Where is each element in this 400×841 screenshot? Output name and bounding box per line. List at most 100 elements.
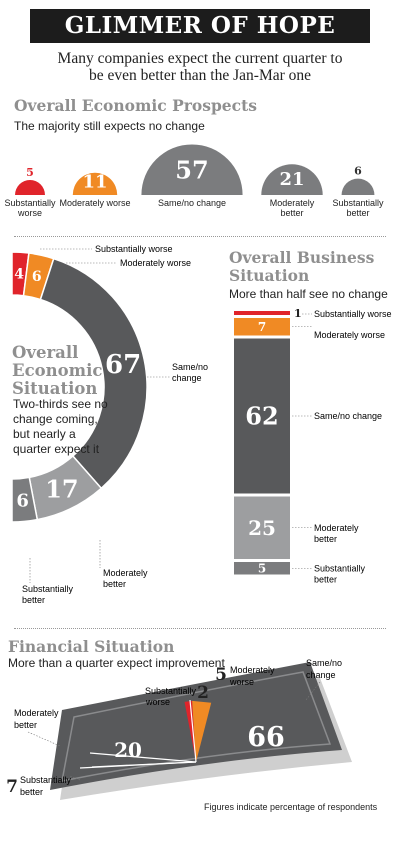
financial-value-substantially-worse: 2 — [197, 683, 209, 703]
business-bar-same-no-change — [234, 338, 290, 494]
economic-situation-note-line-2: change coming, — [13, 412, 98, 426]
donut-segment-substantially-better — [11, 476, 39, 523]
subtitle-line-2: be even better than the Jan-Mar one — [88, 67, 312, 84]
economic-situation-note: Two-thirds see no change coming, but nea… — [13, 397, 108, 457]
financial-situation-subtitle: More than a quarter expect improvement — [8, 656, 225, 670]
financial-situation-title: Financial Situation — [8, 637, 175, 656]
prospects-value-same-no-change: 57 — [175, 155, 208, 184]
prospects-label-moderately-worse: Moderately worse — [59, 198, 130, 208]
donut-label-moderately-better: better — [103, 579, 126, 589]
business-situation-title-line-2: Situation — [229, 266, 310, 285]
financial-label-same-no-change: Same/no — [306, 658, 342, 668]
financial-label-substantially-worse: Substantially — [145, 686, 197, 696]
business-bar-moderately-worse — [234, 318, 290, 336]
prospects-dome-substantially-better — [341, 178, 375, 195]
financial-label-same-no-change: change — [306, 670, 336, 680]
financial-situation-chart: 6620257SubstantiallyworseModeratelyworse… — [6, 658, 352, 800]
prospects-label-substantially-worse: worse — [17, 208, 42, 218]
prospects-dome-same-no-change — [141, 144, 243, 195]
divider-2 — [14, 628, 386, 629]
donut-value-moderately-worse: 6 — [32, 269, 42, 285]
business-bar-substantially-better — [234, 562, 290, 575]
business-value-substantially-worse: 1 — [294, 307, 302, 320]
divider-1 — [14, 236, 386, 237]
business-label-substantially-better: Substantially — [314, 563, 366, 573]
business-situation-subtitle: More than half see no change — [229, 287, 388, 301]
donut-label-substantially-better: Substantially — [22, 584, 74, 594]
business-value-moderately-worse: 7 — [258, 320, 266, 334]
donut-label-substantially-worse: Substantially worse — [95, 244, 173, 254]
prospects-value-substantially-worse: 5 — [26, 166, 34, 179]
financial-label-moderately-worse: Moderately — [230, 665, 275, 675]
prospects-label-moderately-better: better — [280, 208, 303, 218]
prospects-label-substantially-better: Substantially — [332, 198, 384, 208]
subtitle-line-1: Many companies expect the current quarte… — [57, 50, 343, 67]
business-value-moderately-better: 25 — [248, 516, 276, 540]
business-label-substantially-better: better — [314, 574, 337, 584]
prospects-dome-moderately-better — [261, 164, 323, 195]
economic-situation-title-line-3: Situation — [12, 379, 98, 398]
business-situation-title: Overall Business Situation — [229, 249, 374, 285]
economic-situation-title-line-1: Overall — [12, 343, 79, 362]
business-situation-title-line-1: Overall Business — [229, 248, 375, 267]
donut-segment-same-no-change — [39, 257, 148, 490]
financial-label-moderately-worse: worse — [229, 677, 254, 687]
economic-situation-note-line-3: but nearly a — [13, 427, 76, 441]
donut-value-substantially-worse: 4 — [14, 267, 24, 283]
prospects-label-same-no-change: Same/no change — [158, 198, 226, 208]
business-label-moderately-better: Moderately — [314, 523, 359, 533]
financial-value-same-no-change: 66 — [247, 722, 285, 753]
economic-situation-title-line-2: Economic — [12, 361, 103, 380]
financial-value-substantially-better: 7 — [6, 777, 18, 797]
financial-label-substantially-better: Substantially — [20, 775, 72, 785]
economic-situation-title: Overall Economic Situation — [12, 344, 102, 398]
infographic-subtitle: Many companies expect the current quarte… — [10, 50, 390, 84]
prospects-dome-moderately-worse — [72, 172, 118, 195]
prospects-title: Overall Economic Prospects — [14, 96, 257, 115]
financial-wedge-moderately-worse — [192, 700, 212, 762]
donut-value-substantially-better: 6 — [16, 490, 29, 511]
callout-leader — [305, 681, 321, 701]
donut-value-same-no-change: 67 — [105, 350, 141, 380]
business-bar-moderately-better — [234, 496, 290, 559]
prospects-value-substantially-better: 6 — [354, 165, 362, 178]
financial-wedge-substantially-worse — [184, 700, 196, 762]
financial-label-substantially-worse: worse — [145, 697, 170, 707]
donut-label-same-no-change: Same/no — [172, 362, 208, 372]
donut-label-moderately-worse: Moderately worse — [120, 258, 191, 268]
business-value-same-no-change: 62 — [245, 401, 278, 430]
business-label-moderately-worse: Moderately worse — [314, 330, 385, 340]
financial-label-substantially-better: better — [20, 787, 43, 797]
economic-situation-note-line-4: quarter expect it — [13, 442, 100, 456]
prospects-value-moderately-better: 21 — [279, 169, 304, 190]
business-situation-chart: 1 Substantially worse 7 Moderately worse 62 S… — [234, 307, 392, 584]
prospects-label-substantially-worse: Substantially — [4, 198, 56, 208]
banknote-border — [61, 671, 332, 782]
donut-value-moderately-better: 17 — [45, 474, 78, 503]
business-label-same-no-change: Same/no change — [314, 411, 382, 421]
donut-label-substantially-better: better — [22, 595, 45, 605]
footnote: Figures indicate percentage of responden… — [204, 802, 378, 812]
financial-value-moderately-better: 20 — [114, 738, 142, 762]
infographic-title: GLIMMER OF HOPE — [30, 9, 370, 43]
business-label-moderately-better: better — [314, 534, 337, 544]
prospects-value-moderately-worse: 11 — [82, 172, 107, 193]
financial-separator — [189, 699, 197, 763]
financial-separator — [89, 752, 197, 763]
donut-label-same-no-change: change — [172, 373, 202, 383]
prospects-dome-substantially-worse — [15, 180, 45, 195]
economic-situation-note-line-1: Two-thirds see no — [13, 397, 108, 411]
financial-label-moderately-better: Moderately — [14, 708, 59, 718]
donut-label-moderately-better: Moderately — [103, 568, 148, 578]
prospects-label-substantially-better: better — [346, 208, 369, 218]
business-label-substantially-worse: Substantially worse — [314, 309, 392, 319]
business-bar-substantially-worse — [234, 311, 290, 315]
prospects-subtitle: The majority still expects no change — [14, 119, 205, 133]
business-value-substantially-better: 5 — [258, 561, 266, 575]
financial-value-moderately-worse: 5 — [215, 665, 227, 685]
prospects-label-moderately-better: Moderately — [270, 198, 315, 208]
callout-leader — [27, 731, 61, 747]
financial-label-moderately-better: better — [14, 720, 37, 730]
